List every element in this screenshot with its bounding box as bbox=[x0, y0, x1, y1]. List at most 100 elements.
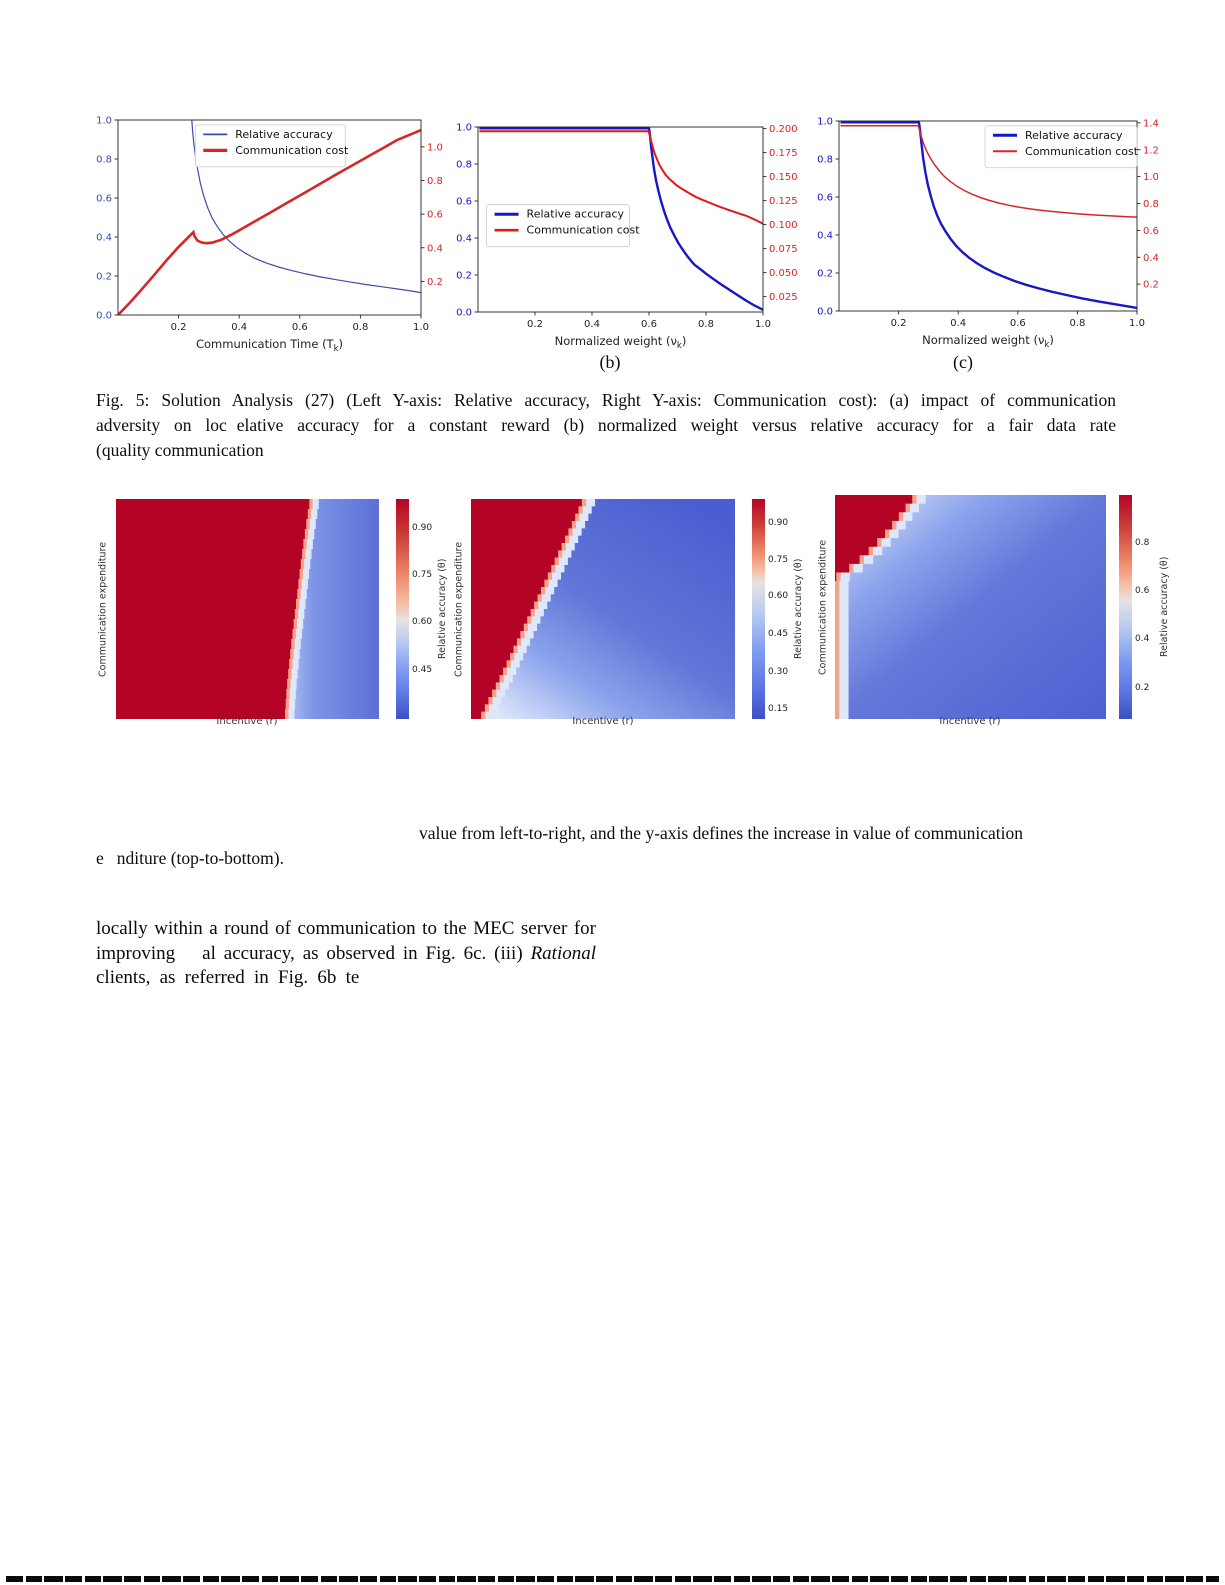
legend: Relative accuracy Communication cost bbox=[486, 204, 641, 248]
heatmap-f bbox=[835, 495, 1106, 719]
x-axis-label: Normalized weight (νk) bbox=[555, 334, 687, 351]
right-tick-label: 0.6 bbox=[1143, 226, 1159, 237]
right-tick-label: 0.8 bbox=[1143, 199, 1159, 210]
fig5-caption-line2-end: elative accuracy for a constant reward (… bbox=[236, 415, 1117, 435]
left-tick-label: 0.8 bbox=[456, 160, 472, 171]
colorbar-tick-label: 0.4 bbox=[1135, 634, 1150, 645]
chart-c-normalized-weight: 0.2 0.4 0.6 0.8 1.0 0.0 0.2 0.4 0.6 0.8 1.0 0.2 0.4 0… bbox=[816, 109, 1181, 361]
heatmap3-ylabel: Communication expenditure bbox=[817, 539, 829, 675]
left-tick-label: 0.2 bbox=[96, 272, 112, 283]
heatmap-d bbox=[116, 499, 379, 719]
left-tick-label: 1.0 bbox=[96, 116, 112, 127]
right-tick-label: 0.125 bbox=[769, 196, 798, 207]
heatmap3-xlabel: Incentive (r) bbox=[939, 716, 1001, 727]
heatmap-red-region bbox=[116, 499, 310, 719]
fig5-caption-line2-start: adversity on loc bbox=[96, 415, 227, 435]
x-tick-label: 0.8 bbox=[1069, 318, 1085, 329]
legend-label: Communication cost bbox=[527, 224, 641, 237]
colorbar-tick-label: 0.15 bbox=[768, 704, 789, 715]
heatmap3-image bbox=[835, 495, 1106, 719]
compressed-text-artifact-bar bbox=[6, 1576, 1219, 1582]
fig5-caption: Fig. 5: Solution Analysis (27) (Left Y-a… bbox=[96, 388, 1116, 463]
right-tick-label: 1.0 bbox=[427, 142, 443, 153]
legend-label: Communication cost bbox=[1025, 145, 1139, 158]
colorbar-tick-label: 0.45 bbox=[412, 664, 433, 675]
colorbar-tick-label: 0.75 bbox=[768, 554, 789, 565]
heatmap2-colorbar bbox=[752, 499, 765, 719]
left-tick-label: 0.6 bbox=[96, 194, 112, 205]
body-paragraph: locally within a round of communication … bbox=[96, 917, 596, 991]
body-line3: clients, as referred in Fig. 6b te bbox=[96, 967, 360, 988]
series-relative-accuracy bbox=[840, 121, 1137, 310]
heatmap2-ylabel: Communication expenditure bbox=[453, 541, 465, 677]
colorbar-tick-label: 0.2 bbox=[1135, 682, 1150, 693]
heatmap3-colorbar bbox=[1119, 495, 1132, 719]
legend: Relative accuracy Communication cost bbox=[194, 124, 349, 168]
left-tick-label: 0.0 bbox=[96, 311, 112, 322]
heatmap3-colorbar-ticks: 0.8 0.6 0.4 0.2 bbox=[1135, 495, 1165, 719]
left-tick-label: 0.6 bbox=[817, 193, 833, 204]
x-axis-label: Normalized weight (νk) bbox=[922, 333, 1054, 350]
x-tick-label: 1.0 bbox=[755, 319, 771, 330]
right-tick-label: 0.100 bbox=[769, 220, 798, 231]
line-chart-c: 0.2 0.4 0.6 0.8 1.0 0.0 0.2 0.4 0.6 0.8 1.0 0.2 0.4 0… bbox=[817, 117, 1159, 351]
colorbar-tick-label: 0.6 bbox=[1135, 586, 1150, 597]
left-tick-label: 0.8 bbox=[96, 155, 112, 166]
body-line2-start: improving bbox=[96, 942, 176, 964]
right-tick-label: 0.025 bbox=[769, 292, 798, 303]
plot-frame bbox=[117, 119, 422, 316]
body-line2-mid: al accuracy, as observed in Fig. 6c. (ii… bbox=[202, 942, 523, 964]
plot-frame bbox=[838, 120, 1138, 312]
chart-a-communication-time: 0.2 0.4 0.6 0.8 1.0 0.0 0.2 0.4 0.6 0.8 1.0 0.2 0.4 0… bbox=[95, 108, 455, 370]
x-tick-label: 0.8 bbox=[352, 322, 368, 333]
left-tick-label: 0.2 bbox=[456, 271, 472, 282]
legend-label: Relative accuracy bbox=[527, 208, 625, 221]
heatmap-red-region bbox=[471, 499, 582, 719]
series-relative-accuracy bbox=[191, 120, 421, 294]
legend: Relative accuracy Communication cost bbox=[984, 125, 1139, 169]
x-tick-label: 0.2 bbox=[171, 322, 187, 333]
line-chart-b: 0.2 0.4 0.6 0.8 1.0 0.0 0.2 0.4 0.6 0.8 1.0 0.025 0.… bbox=[456, 123, 798, 352]
fig5-caption-line1: Fig. 5: Solution Analysis (27) (Left Y-a… bbox=[96, 390, 1116, 410]
plot-frame bbox=[477, 126, 764, 313]
fig6-caption-fragment-line2: e nditure (top-to-bottom). bbox=[96, 846, 284, 871]
x-tick-label: 1.0 bbox=[413, 322, 429, 333]
x-tick-label: 0.6 bbox=[641, 319, 657, 330]
left-tick-label: 0.4 bbox=[817, 231, 833, 242]
left-tick-label: 0.4 bbox=[456, 234, 472, 245]
fig6-frag-start: e bbox=[96, 848, 104, 868]
heatmap1-colorbar-label: Relative accuracy (θ) bbox=[437, 558, 448, 660]
fig6-caption-fragment-line1: value from left-to-right, and the y-axis… bbox=[419, 823, 1024, 843]
heatmap2-colorbar-label: Relative accuracy (θ) bbox=[793, 558, 804, 660]
left-tick-label: 1.0 bbox=[817, 117, 833, 128]
right-tick-label: 1.0 bbox=[1143, 172, 1159, 183]
body-line2: improving al accuracy, as observed in Fig… bbox=[96, 942, 596, 967]
panel-label-b: (b) bbox=[599, 352, 621, 372]
right-tick-label: 0.4 bbox=[427, 243, 443, 254]
x-tick-label: 0.4 bbox=[231, 322, 247, 333]
left-tick-label: 0.8 bbox=[817, 155, 833, 166]
left-tick-label: 0.0 bbox=[456, 308, 472, 319]
series-communication-cost bbox=[118, 128, 421, 315]
colorbar-tick-label: 0.8 bbox=[1135, 538, 1150, 549]
fig5-caption-line2: adversity on loc elative accuracy for a c… bbox=[96, 413, 1116, 438]
heatmap1-image bbox=[116, 499, 379, 719]
left-tick-label: 0.6 bbox=[456, 197, 472, 208]
x-tick-label: 0.2 bbox=[891, 318, 907, 329]
right-tick-label: 0.2 bbox=[1143, 280, 1159, 291]
x-tick-label: 0.4 bbox=[950, 318, 966, 329]
legend-label: Relative accuracy bbox=[1025, 129, 1123, 142]
x-tick-label: 0.2 bbox=[527, 319, 543, 330]
heatmap2-image bbox=[471, 499, 735, 719]
x-tick-label: 1.0 bbox=[1129, 318, 1145, 329]
heatmap1-colorbar bbox=[396, 499, 409, 719]
left-tick-label: 1.0 bbox=[456, 123, 472, 134]
right-tick-label: 0.075 bbox=[769, 244, 798, 255]
legend-label: Relative accuracy bbox=[235, 128, 333, 141]
fig6-frag-end: nditure (top-to-bottom). bbox=[116, 848, 284, 868]
left-tick-label: 0.2 bbox=[817, 269, 833, 280]
right-tick-label: 0.8 bbox=[427, 176, 443, 187]
right-tick-label: 0.4 bbox=[1143, 253, 1159, 264]
right-tick-label: 0.2 bbox=[427, 277, 443, 288]
x-tick-label: 0.8 bbox=[698, 319, 714, 330]
